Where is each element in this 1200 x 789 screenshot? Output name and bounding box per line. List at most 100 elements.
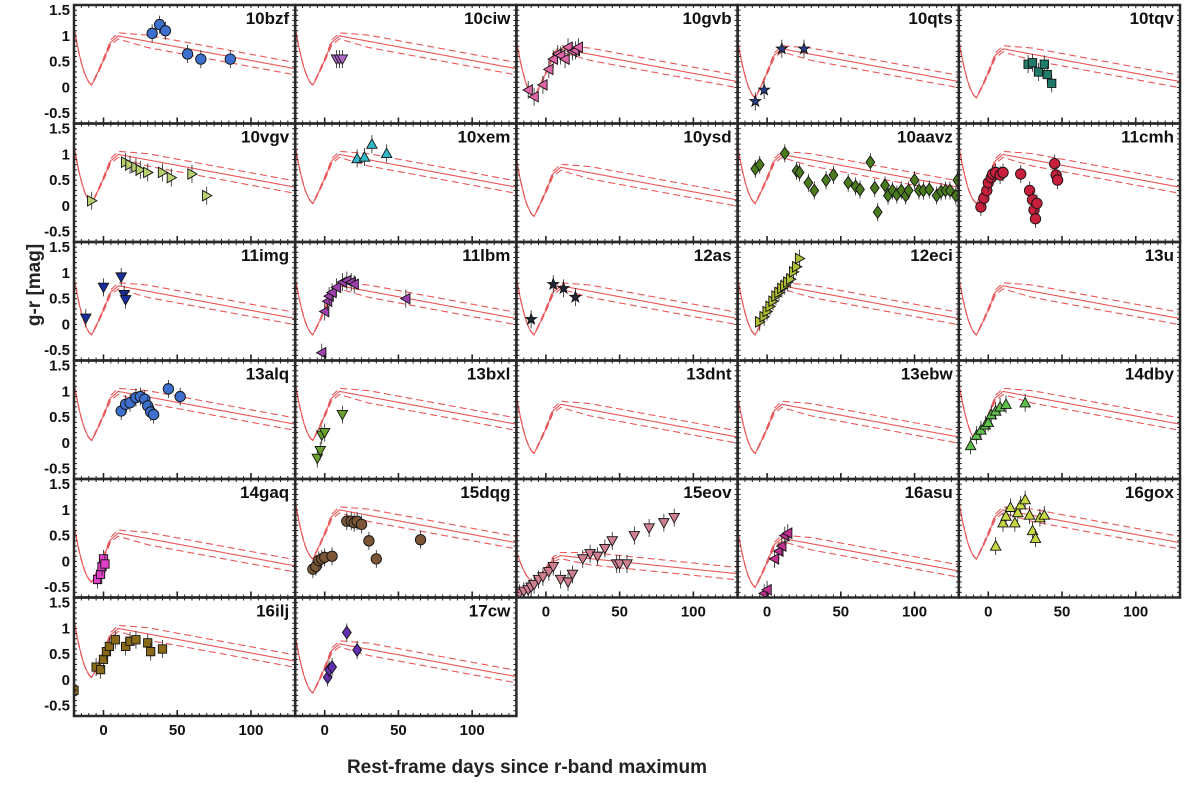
model-curve-bound — [958, 39, 1180, 99]
y-tick-label: -0.5 — [44, 224, 70, 241]
panel-title: 12as — [694, 246, 732, 265]
data-points — [87, 153, 213, 210]
panel-15eov: 15eov 0 50 100 — [515, 477, 739, 621]
model-curves — [74, 619, 296, 679]
x-tick-label: 50 — [169, 722, 186, 739]
data-point — [843, 175, 854, 190]
data-point — [97, 282, 110, 294]
x-tick-label: 0 — [542, 604, 550, 621]
panel-title: 12eci — [910, 246, 953, 265]
data-point — [779, 146, 790, 161]
model-curve-mean — [958, 39, 1180, 99]
model-curve-mean — [516, 395, 738, 455]
y-tick-label: 1.5 — [49, 358, 70, 375]
panel-title: 10xem — [457, 128, 510, 147]
model-curve-bound — [516, 276, 738, 336]
data-point — [542, 567, 555, 578]
panel-17cw: 17cw 0 50 100 — [293, 596, 518, 739]
data-point — [850, 179, 861, 194]
y-tick-label: 0 — [62, 198, 70, 215]
data-point — [352, 643, 363, 658]
data-point — [1027, 58, 1038, 68]
y-tick-label: -0.5 — [44, 461, 70, 478]
x-tick-label: 0 — [321, 722, 329, 739]
panel-title: 13alq — [246, 365, 289, 384]
data-point — [131, 635, 141, 645]
panel-12as: 12as — [515, 240, 739, 362]
panel-10tqv: 10tqv — [957, 3, 1182, 125]
data-point — [202, 189, 213, 202]
panel-10aavz: 10aavz — [736, 122, 961, 244]
data-point — [336, 409, 349, 421]
data-point — [528, 580, 541, 591]
y-tick-label: 1.5 — [49, 121, 70, 138]
x-tick-label: 0 — [984, 604, 992, 621]
model-curve-bound — [958, 500, 1180, 561]
model-curve-bound — [737, 39, 959, 99]
data-point — [748, 94, 762, 108]
data-point — [657, 518, 670, 529]
data-point — [989, 539, 1002, 551]
data-point — [568, 290, 583, 303]
model-curve-bound — [958, 145, 1180, 204]
data-point — [341, 625, 352, 640]
data-point — [547, 561, 560, 573]
data-point — [327, 660, 338, 675]
panel-title: 17cw — [469, 602, 511, 621]
data-point — [1000, 398, 1012, 409]
data-point — [964, 439, 977, 451]
model-curve-bound — [516, 276, 738, 336]
data-point — [536, 78, 548, 91]
data-point — [865, 155, 876, 170]
x-tick-label: 100 — [681, 604, 706, 621]
model-curve-mean — [74, 276, 296, 336]
x-tick-label: 100 — [1123, 604, 1148, 621]
panel-title: 16gox — [1125, 483, 1175, 502]
model-curves — [74, 524, 296, 584]
model-curves — [958, 145, 1180, 205]
data-point — [794, 165, 805, 180]
data-points — [524, 275, 583, 329]
data-point — [157, 166, 169, 179]
model-curve-bound — [74, 145, 296, 204]
data-point — [322, 670, 333, 685]
model-curves — [516, 158, 738, 218]
data-points — [74, 630, 168, 700]
data-point — [95, 665, 106, 675]
model-curve-mean — [74, 26, 296, 86]
model-curve-mean — [295, 634, 517, 694]
data-point — [1000, 509, 1012, 521]
panel-title: 13dnt — [686, 365, 732, 384]
panel-11img: 11img 1.5 1 0.5 0 -0.5 — [44, 239, 297, 362]
model-curve-bound — [74, 619, 296, 679]
data-point — [546, 277, 560, 290]
data-point — [562, 577, 574, 589]
panel-16asu: 16asu 0 50 100 — [736, 477, 961, 621]
model-curve-bound — [295, 634, 517, 694]
model-curve-mean — [74, 619, 296, 679]
panel-14gaq: 14gaq 1.5 1 0.5 0 -0.5 — [44, 476, 297, 599]
data-point — [187, 168, 199, 180]
panel-12eci: 12eci — [736, 240, 961, 362]
data-point — [869, 180, 880, 195]
model-curve-mean — [295, 500, 517, 560]
data-point — [399, 292, 411, 305]
model-curve-bound — [295, 276, 517, 336]
model-curve-bound — [74, 26, 296, 87]
panel-14dby: 14dby — [957, 359, 1182, 481]
panel-title: 15eov — [683, 483, 732, 502]
model-curve-mean — [295, 26, 517, 86]
data-point — [159, 25, 172, 37]
model-curve-bound — [958, 500, 1180, 560]
y-tick-label: 1 — [62, 383, 70, 400]
data-points — [115, 379, 186, 424]
data-point — [330, 281, 342, 294]
model-curve-bound — [74, 382, 296, 441]
panel-11cmh: 11cmh — [957, 122, 1182, 244]
data-point — [944, 183, 955, 198]
data-point — [1049, 158, 1061, 170]
model-curve-mean — [295, 145, 517, 205]
panel-title: 10ciw — [464, 9, 511, 28]
x-tick-label: 0 — [763, 604, 771, 621]
model-curves — [958, 39, 1180, 99]
